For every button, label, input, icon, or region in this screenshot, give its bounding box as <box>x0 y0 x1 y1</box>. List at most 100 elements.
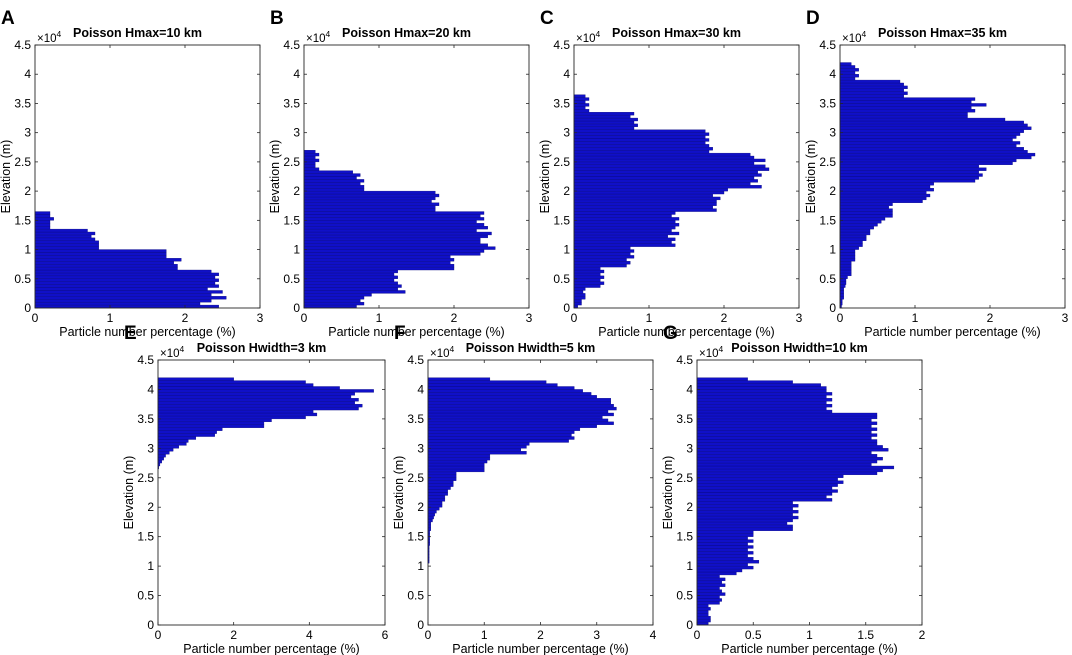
histogram-bar <box>696 489 838 493</box>
histogram-bar <box>157 421 265 425</box>
histogram-bar <box>696 512 793 517</box>
y-axis-label: Elevation (m) <box>122 456 136 530</box>
y-tick-label: 3.5 <box>819 96 836 110</box>
multiplier-base: ×10 <box>699 348 719 360</box>
histogram-bar <box>696 613 709 617</box>
x-tick-label: 3 <box>526 311 533 325</box>
panel-letter: C <box>540 8 554 29</box>
histogram-bar <box>573 123 638 127</box>
multiplier-base: ×10 <box>842 33 862 45</box>
histogram-bar <box>839 135 1017 139</box>
histogram-bar <box>696 492 833 496</box>
histogram-bar <box>696 398 833 402</box>
y-tick-label: 1 <box>563 243 570 257</box>
panel-c: 0 1 2 300.511.522.533.544.5 ×104 Poisson Hmax… <box>538 8 803 339</box>
y-tick-label: 1.5 <box>676 530 693 544</box>
y-tick-label: 1.5 <box>283 213 300 227</box>
histogram-bar <box>303 188 365 192</box>
y-tick-label: 0 <box>686 618 693 632</box>
x-tick-label: 0.5 <box>745 628 762 642</box>
y-tick-label: 2.5 <box>819 155 836 169</box>
histogram-bar <box>573 155 755 160</box>
histogram-bar <box>427 462 485 467</box>
histogram-bar <box>696 583 726 587</box>
histogram-bar <box>696 465 895 470</box>
histogram-bar <box>573 211 676 215</box>
histogram-bar <box>427 439 569 443</box>
histogram-bar <box>34 261 174 265</box>
y-tick-label: 0.5 <box>676 589 693 603</box>
y-tick-label: 4 <box>563 67 570 81</box>
histogram-bar <box>303 231 492 236</box>
y-tick-label: 3.5 <box>407 412 424 426</box>
histogram-bar <box>696 462 872 467</box>
histogram-bar <box>573 97 590 101</box>
axes-frame <box>573 44 800 309</box>
histogram-bar <box>839 126 1032 130</box>
histogram-bar <box>696 424 872 428</box>
bars-c <box>573 94 770 309</box>
x-axis-label: Particle number percentage (%) <box>598 325 774 339</box>
histogram-bar <box>427 501 443 505</box>
panel-title: Poisson Hmax=10 km <box>73 26 202 40</box>
histogram-bar <box>157 448 174 452</box>
multiplier-exponent: 4 <box>450 344 455 354</box>
axes-frame <box>303 44 530 309</box>
histogram-bar <box>573 176 755 180</box>
histogram-bar <box>34 272 219 277</box>
histogram-bar <box>696 551 754 555</box>
histogram-bar <box>157 389 374 393</box>
histogram-bar <box>303 158 320 163</box>
histogram-bar <box>839 296 844 300</box>
histogram-bar <box>303 287 398 291</box>
x-tick-label: 0 <box>571 311 578 325</box>
histogram-bar <box>573 100 586 104</box>
y-tick-label: 1 <box>686 559 693 573</box>
y-axis-multiplier: ×104 <box>576 29 601 45</box>
histogram-bar <box>839 246 859 250</box>
histogram-bar <box>839 97 976 101</box>
histogram-bar <box>157 430 217 434</box>
x-tick-label: 2 <box>919 628 926 642</box>
histogram-bar <box>696 554 748 558</box>
y-tick-label: 0.5 <box>137 589 154 603</box>
histogram-bar <box>427 486 451 490</box>
histogram-bar <box>839 228 871 233</box>
histogram-bar <box>573 161 755 165</box>
histogram-bar <box>696 598 722 602</box>
y-tick-label: 1 <box>293 243 300 257</box>
histogram-bar <box>696 448 889 452</box>
histogram-bar <box>573 252 631 256</box>
multiplier-base: ×10 <box>160 348 180 360</box>
histogram-bar <box>696 486 833 490</box>
histogram-bar <box>696 580 722 584</box>
histogram-bar <box>573 188 728 192</box>
x-tick-label: 2 <box>230 628 237 642</box>
histogram-bar <box>839 74 859 78</box>
histogram-bar <box>34 287 208 291</box>
histogram-bar <box>696 586 720 590</box>
y-tick-label: 0 <box>147 618 154 632</box>
histogram-bar <box>696 395 827 399</box>
histogram-bar <box>696 459 878 464</box>
histogram-bar <box>839 82 904 87</box>
y-tick-label: 2 <box>417 500 424 514</box>
histogram-bar <box>696 607 711 611</box>
x-tick-label: 1 <box>912 311 919 325</box>
histogram-bar <box>427 377 491 381</box>
histogram-bar <box>839 91 908 95</box>
histogram-bar <box>573 152 751 157</box>
y-tick-label: 1 <box>829 243 836 257</box>
histogram-bar <box>696 601 720 605</box>
histogram-bar <box>34 252 167 256</box>
histogram-bar <box>696 430 872 434</box>
histogram-bar <box>157 395 352 399</box>
histogram-bar <box>696 389 827 393</box>
histogram-bar <box>839 281 847 285</box>
histogram-bar <box>696 442 878 446</box>
histogram-bar <box>839 170 979 174</box>
histogram-bar <box>696 471 878 476</box>
histogram-bar <box>839 106 972 110</box>
histogram-bar <box>839 278 847 282</box>
histogram-bar <box>696 565 754 570</box>
